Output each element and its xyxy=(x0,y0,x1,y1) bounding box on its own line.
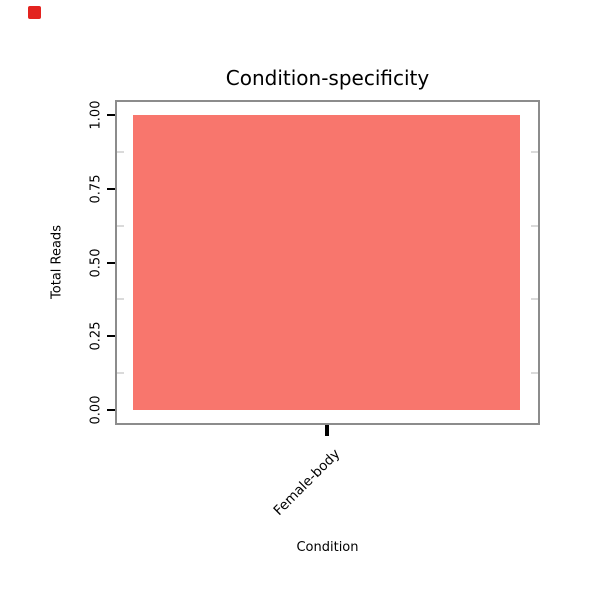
y-minor-tick xyxy=(117,150,124,153)
y-minor-tick xyxy=(117,372,124,375)
y-axis-title: Total Reads xyxy=(49,225,65,299)
y-minor-tick xyxy=(117,224,124,227)
y-axis-tick-label: 0.25 xyxy=(88,321,104,351)
y-axis-tick xyxy=(107,335,115,338)
y-minor-tick xyxy=(531,298,538,301)
y-minor-tick xyxy=(531,150,538,153)
y-axis-tick-label: 0.75 xyxy=(88,174,104,204)
x-axis-tick xyxy=(325,425,329,436)
y-axis-tick xyxy=(107,187,115,190)
y-axis-tick xyxy=(107,113,115,116)
y-axis-tick-label: 0.50 xyxy=(88,248,104,277)
y-axis-tick-label: 1.00 xyxy=(88,100,104,130)
stop-button[interactable] xyxy=(28,6,41,19)
y-axis-tick xyxy=(107,261,115,264)
y-axis-tick xyxy=(107,409,115,412)
y-minor-tick xyxy=(531,224,538,227)
y-minor-tick xyxy=(117,298,124,301)
y-minor-tick xyxy=(531,372,538,375)
chart-title: Condition-specificity xyxy=(225,66,430,90)
bar-female-body xyxy=(133,114,520,411)
x-tick-label-female-body: Female-body xyxy=(270,446,344,519)
x-axis-title: Condition xyxy=(296,540,359,555)
y-axis-tick-label: 0.00 xyxy=(88,395,104,425)
